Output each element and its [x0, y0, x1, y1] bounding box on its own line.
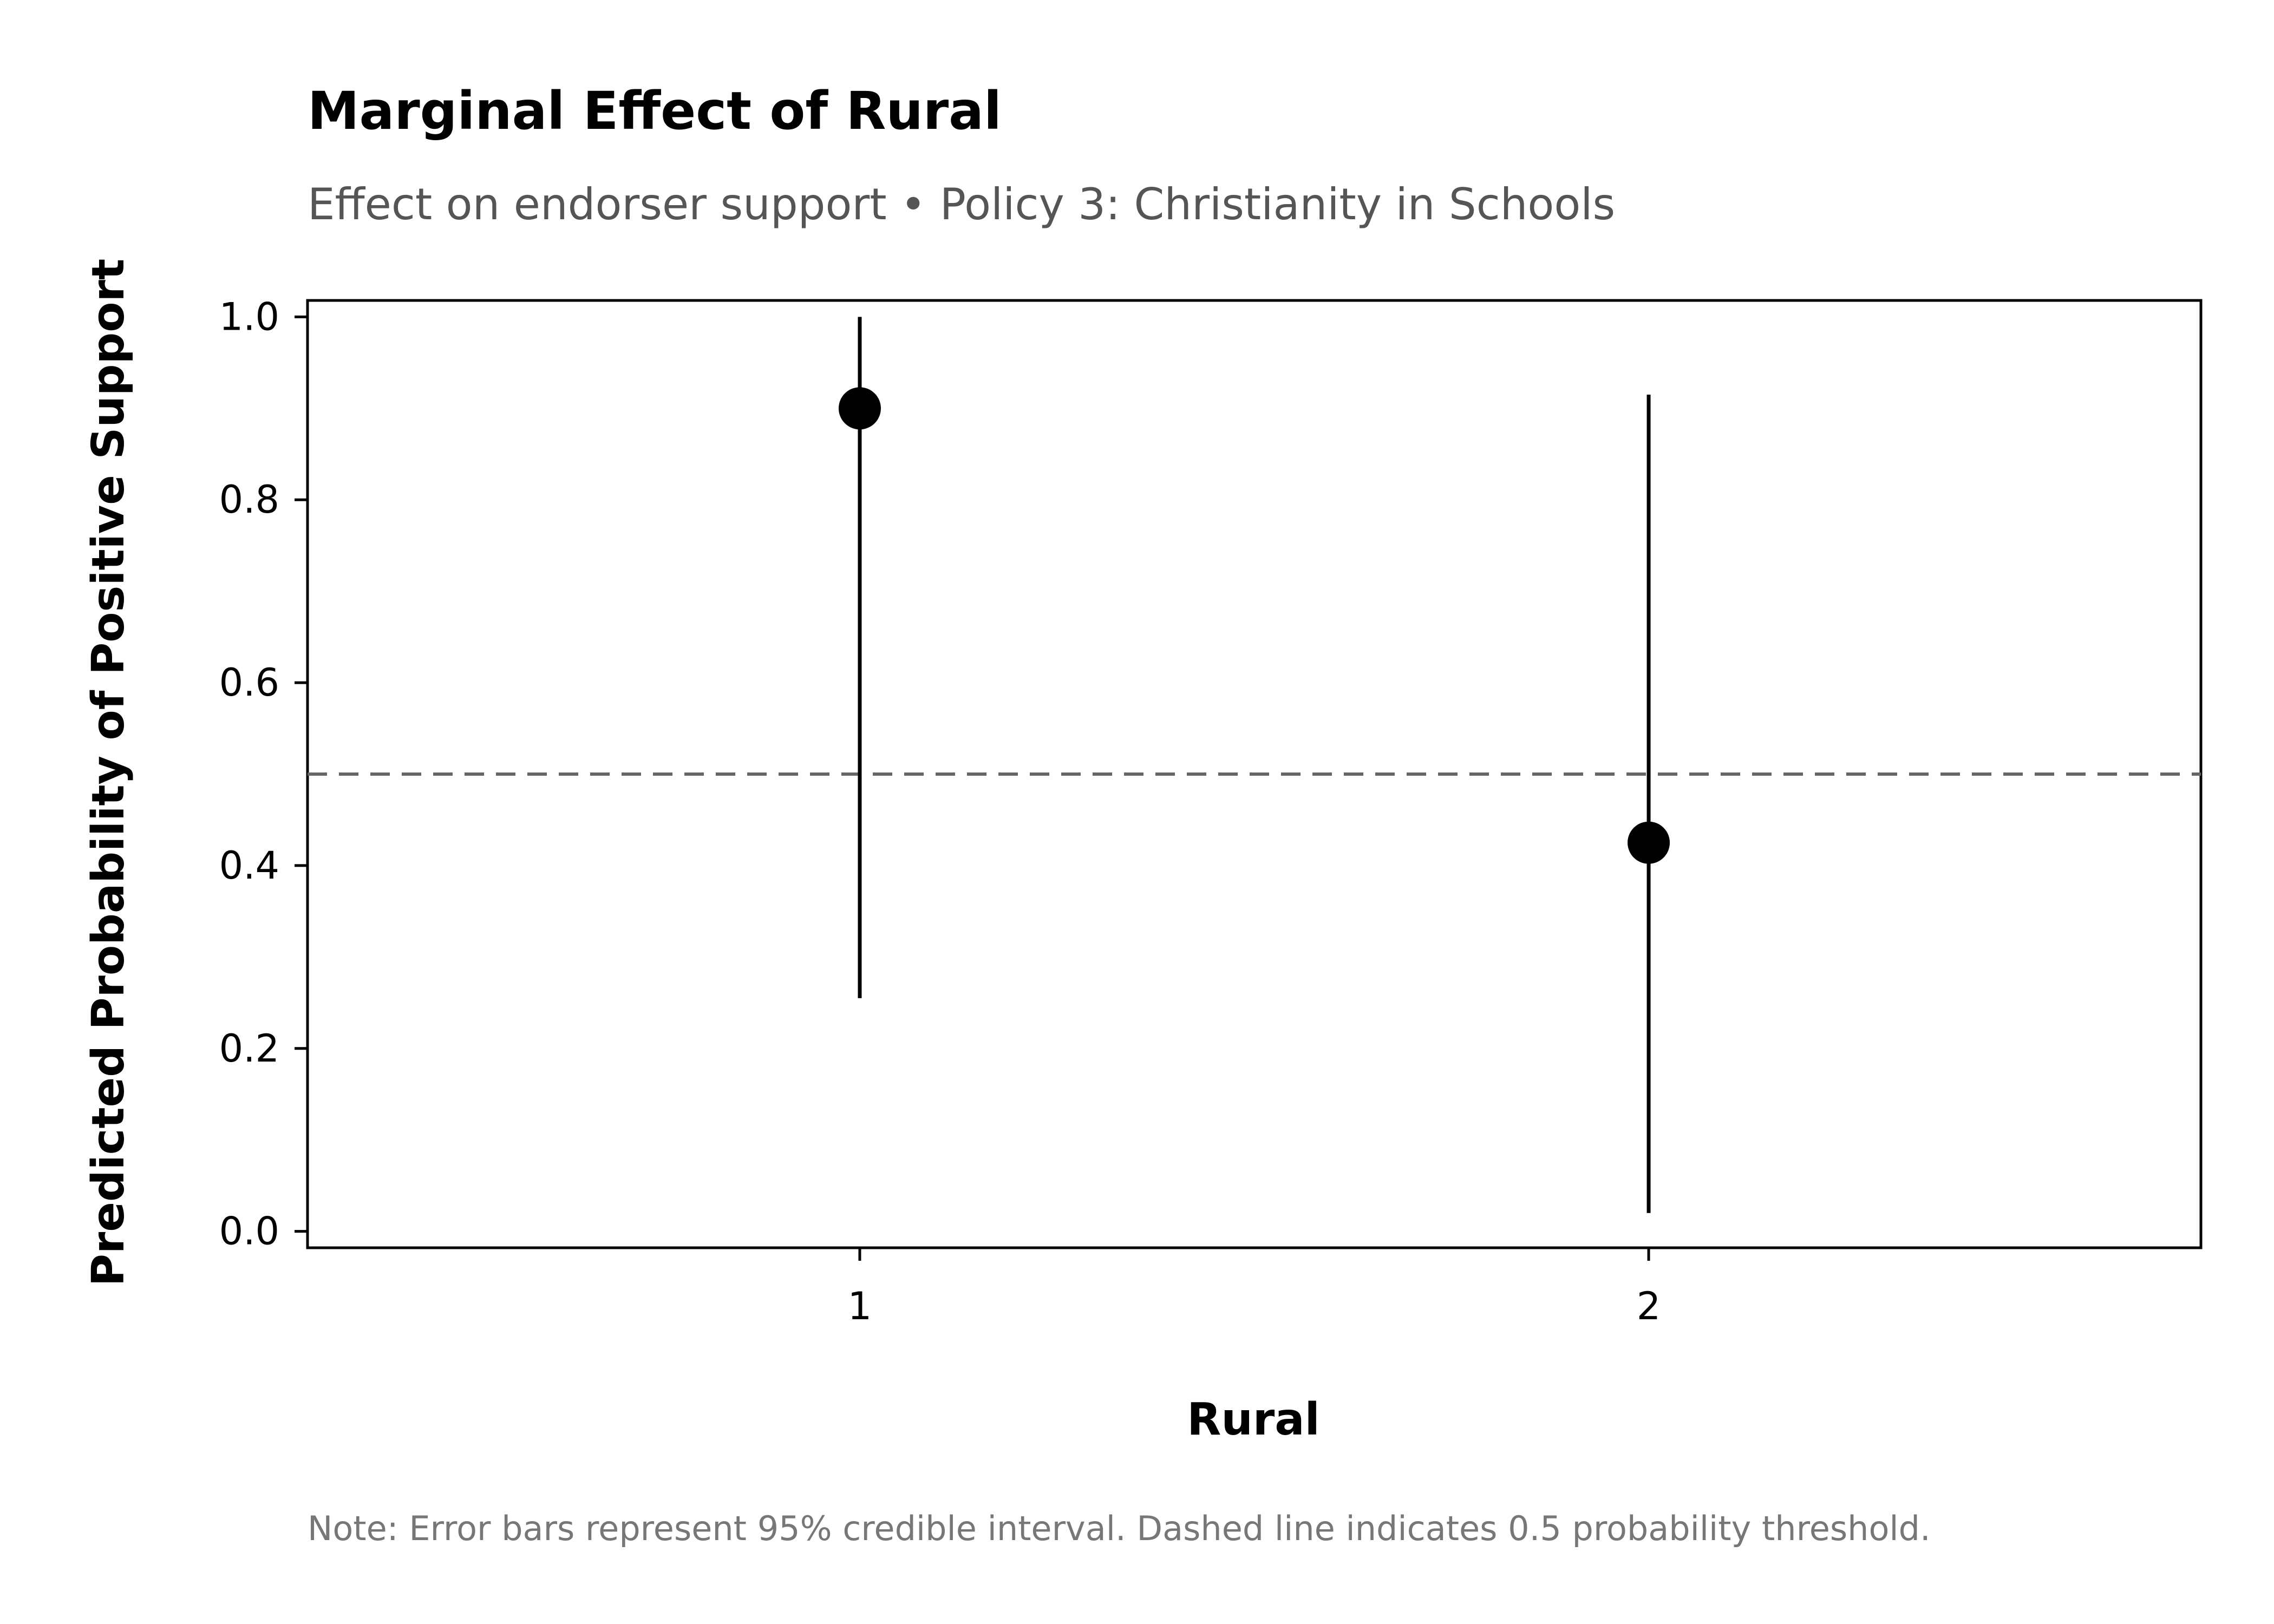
y-tick-label: 0.2	[219, 1026, 279, 1071]
plot-area: 0.0 0.2 0.4 0.6 0.8 1.0 1 2	[219, 294, 2203, 1328]
y-tick-label: 0.8	[219, 477, 279, 522]
data-point	[838, 387, 881, 430]
chart-subtitle: Effect on endorser support • Policy 3: C…	[308, 179, 1615, 230]
y-tick-label: 0.4	[219, 843, 279, 888]
y-tick-label: 1.0	[219, 294, 279, 339]
chart-title: Marginal Effect of Rural	[308, 81, 1002, 141]
x-tick-label: 2	[1637, 1284, 1661, 1328]
chart-note: Note: Error bars represent 95% credible …	[308, 1509, 1931, 1548]
data-point	[1628, 821, 1670, 864]
x-axis-label: Rural	[1187, 1394, 1319, 1445]
y-tick-label: 0.0	[219, 1209, 279, 1254]
y-axis-label: Predicted Probability of Positive Suppor…	[83, 259, 134, 1286]
y-tick-label: 0.6	[219, 660, 279, 705]
y-axis-label-group: Predicted Probability of Positive Suppor…	[83, 259, 134, 1286]
x-tick-label: 1	[848, 1284, 872, 1328]
